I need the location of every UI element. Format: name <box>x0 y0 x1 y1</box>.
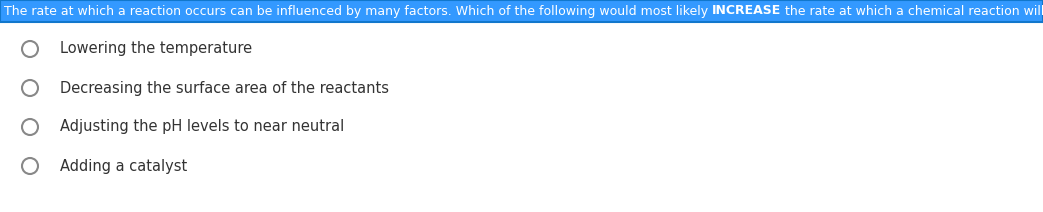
Text: Adjusting the pH levels to near neutral: Adjusting the pH levels to near neutral <box>60 120 344 134</box>
Text: Decreasing the surface area of the reactants: Decreasing the surface area of the react… <box>60 81 389 95</box>
Text: Adding a catalyst: Adding a catalyst <box>60 159 188 173</box>
Text: the rate at which a chemical reaction will proceed?: the rate at which a chemical reaction wi… <box>781 4 1043 18</box>
Text: Lowering the temperature: Lowering the temperature <box>60 42 252 57</box>
Text: INCREASE: INCREASE <box>712 4 781 18</box>
Bar <box>0 0 1043 22</box>
Text: The rate at which a reaction occurs can be influenced by many factors. Which of : The rate at which a reaction occurs can … <box>4 4 712 18</box>
